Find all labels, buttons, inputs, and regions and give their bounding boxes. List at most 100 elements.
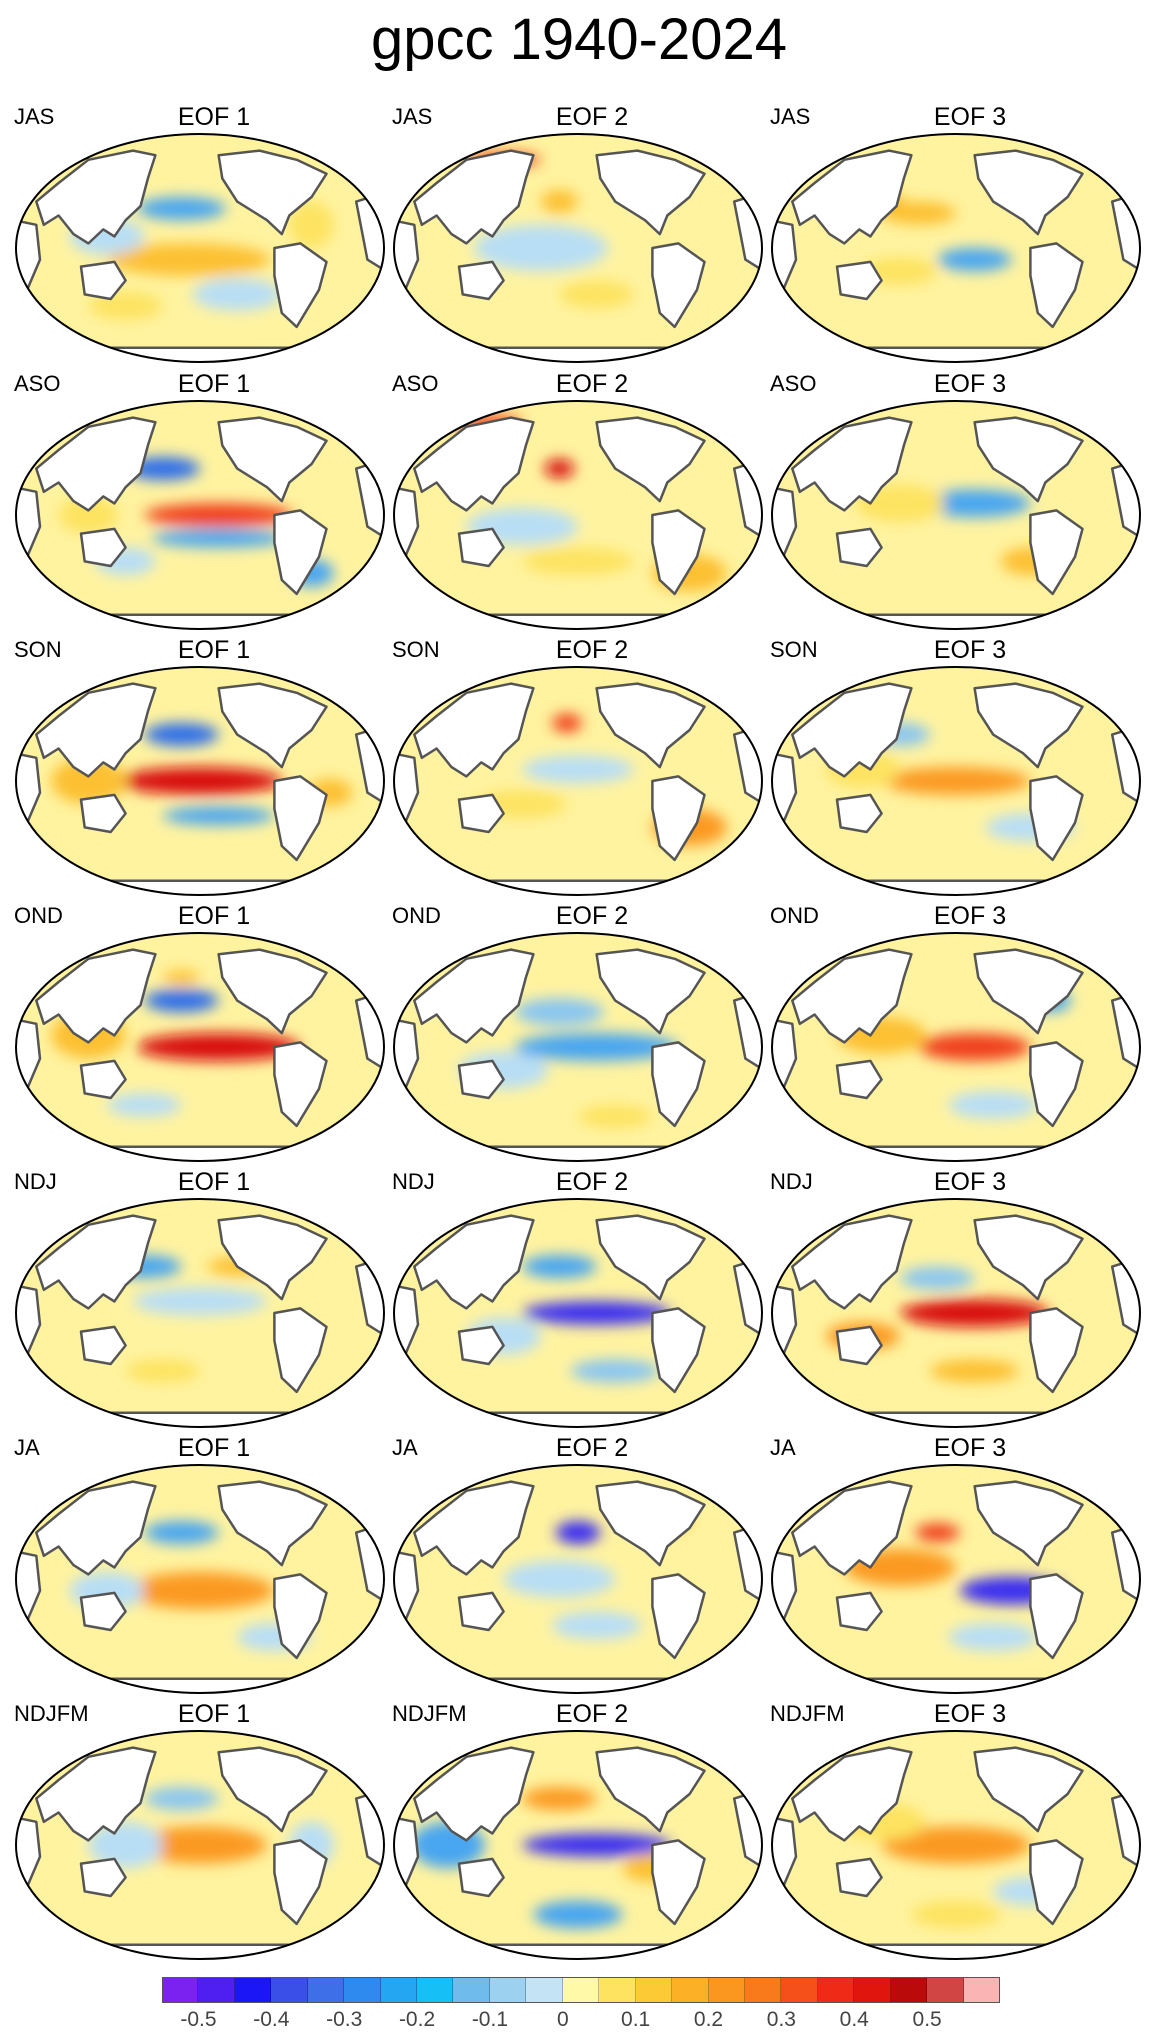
land-mass (217, 682, 328, 769)
land-mass (688, 1205, 729, 1227)
map-border (15, 133, 385, 363)
map-border (771, 400, 1141, 630)
anomaly-blob (522, 1833, 671, 1857)
colorbar-swatch (344, 1977, 381, 2003)
world-map-eof (771, 1464, 1141, 1694)
land-mass (273, 775, 328, 862)
land-mass (791, 416, 913, 512)
map-border (393, 1198, 763, 1428)
land-mass (651, 1307, 706, 1394)
land-mass (1029, 1839, 1084, 1926)
world-map-eof (15, 133, 385, 363)
land-mass (217, 1214, 328, 1301)
colorbar-swatch (672, 1977, 709, 2003)
anomaly-blob (144, 1521, 219, 1545)
land-mass (973, 682, 1084, 769)
land-mass (688, 939, 729, 961)
season-label: NDJFM (14, 1701, 89, 1726)
anomaly-blob (551, 1611, 642, 1640)
world-map-eof (15, 1730, 385, 1960)
season-label: JA (14, 1435, 40, 1460)
colorbar-swatch (162, 1977, 199, 2003)
world-map-eof (771, 1730, 1141, 1960)
land-mass (457, 1325, 505, 1366)
eof-panel: NDJ EOF 2 (392, 1168, 772, 1431)
anomaly-blob (522, 1255, 597, 1279)
eof-panel: NDJFM EOF 3 (770, 1700, 1150, 1963)
anomaly-blob (522, 1301, 671, 1325)
world-map-eof (771, 666, 1141, 896)
land-mass (273, 1041, 328, 1128)
colorbar-swatch (526, 1977, 563, 2003)
world-map-eof (771, 932, 1141, 1162)
anomaly-blob (522, 547, 634, 576)
map-border (15, 932, 385, 1162)
world-map-eof (393, 1730, 763, 1960)
anomaly-blob (551, 713, 582, 733)
anomaly-blob (533, 1900, 623, 1929)
land-mass (1029, 775, 1084, 862)
land-mass (651, 1573, 706, 1660)
land-mass (413, 416, 535, 512)
land-mass (791, 948, 913, 1044)
colorbar (162, 1977, 1000, 2003)
map-border (15, 400, 385, 630)
land-mass (791, 1746, 913, 1842)
anomaly-blob (144, 989, 219, 1013)
land-mass (595, 948, 706, 1035)
map-border (15, 1198, 385, 1428)
eof-label: EOF 1 (177, 103, 251, 131)
season-label: NDJ (770, 1169, 813, 1194)
world-map-eof (393, 1464, 763, 1694)
world-map-eof (15, 1198, 385, 1428)
map-border (771, 1730, 1141, 1960)
anomaly-blob (948, 1091, 1038, 1119)
anomaly-blob (881, 767, 1031, 795)
map-border (15, 1730, 385, 1960)
land-mass (595, 416, 706, 503)
eof-label: EOF 1 (177, 370, 251, 398)
map-border (393, 666, 763, 896)
colorbar-tick-label: -0.2 (398, 2008, 436, 2031)
season-label: NDJ (14, 1169, 57, 1194)
land-mass (973, 1214, 1084, 1301)
colorbar-swatch (234, 1977, 272, 2003)
land-mass (413, 948, 535, 1044)
eof-label: EOF 2 (555, 636, 629, 664)
world-map-eof (771, 400, 1141, 630)
anomaly-blob (915, 1523, 960, 1542)
land-mass (79, 793, 127, 834)
land-mass (1029, 1573, 1084, 1660)
land-mass (310, 1205, 351, 1227)
season-label: ASO (392, 371, 439, 396)
colorbar-tick-label: 0.1 (621, 2008, 651, 2031)
land-mass (273, 1573, 328, 1660)
land-mass (310, 673, 351, 695)
land-mass (79, 1591, 127, 1632)
anomaly-blob (51, 757, 126, 805)
eof-label: EOF 1 (177, 1434, 251, 1462)
anomaly-blob (937, 248, 1012, 272)
land-mass (273, 1307, 328, 1394)
land-mass (1066, 1471, 1107, 1493)
map-border (771, 1464, 1141, 1694)
land-mass (651, 1839, 706, 1926)
colorbar-swatch (890, 1977, 928, 2003)
land-mass (688, 1737, 729, 1759)
eof-panel: NDJ EOF 1 (14, 1168, 394, 1431)
anomaly-blob (544, 459, 575, 478)
land-mass (413, 1746, 535, 1842)
colorbar-swatch (307, 1977, 345, 2003)
eof-label: EOF 2 (555, 1700, 629, 1728)
land-mass (1029, 242, 1084, 329)
anomaly-blob (918, 1033, 1031, 1061)
colorbar-swatch (781, 1977, 818, 2003)
land-mass (973, 416, 1084, 503)
land-mass (595, 682, 706, 769)
world-map-eof (393, 666, 763, 896)
land-mass (413, 1214, 535, 1310)
eof-label: EOF 2 (555, 1168, 629, 1196)
eof-label: EOF 1 (177, 1700, 251, 1728)
eof-panel: ASO EOF 1 (14, 370, 394, 633)
eof-label: EOF 1 (177, 902, 251, 930)
